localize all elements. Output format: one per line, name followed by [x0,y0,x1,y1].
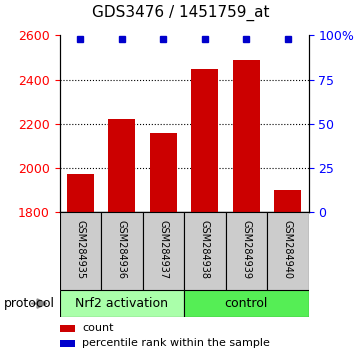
Bar [108,120,135,212]
Bar [184,212,226,290]
Text: GSM284939: GSM284939 [242,220,251,279]
Text: control: control [225,297,268,310]
Bar [67,174,94,212]
Text: count: count [82,323,113,333]
Text: Nrf2 activation: Nrf2 activation [75,297,168,310]
Text: percentile rank within the sample: percentile rank within the sample [82,338,270,348]
Bar [60,212,101,290]
Text: GSM284937: GSM284937 [158,220,168,279]
Bar [184,290,309,317]
Text: protocol: protocol [4,297,55,310]
Bar [60,340,74,347]
Bar [60,325,74,332]
Text: GDS3476 / 1451759_at: GDS3476 / 1451759_at [92,5,269,21]
Bar [233,60,260,212]
Text: GSM284936: GSM284936 [117,220,127,279]
Text: GSM284935: GSM284935 [75,220,85,279]
Bar [101,212,143,290]
Bar [274,190,301,212]
Bar [267,212,309,290]
Bar [143,212,184,290]
Bar [60,290,184,317]
Text: GSM284938: GSM284938 [200,220,210,279]
Bar [191,69,218,212]
Bar [150,133,177,212]
Text: GSM284940: GSM284940 [283,220,293,279]
Bar [226,212,267,290]
